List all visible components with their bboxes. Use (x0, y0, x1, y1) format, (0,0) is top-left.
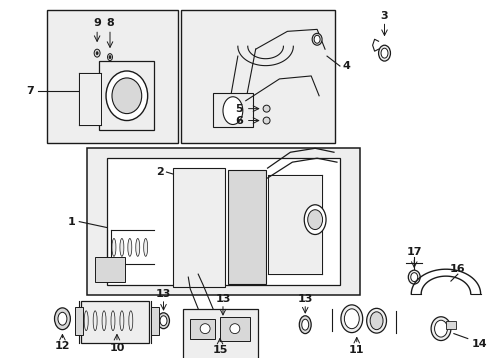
Ellipse shape (229, 324, 239, 334)
Text: 6: 6 (234, 116, 243, 126)
Text: 9: 9 (93, 18, 101, 28)
Bar (99, 61, 153, 130)
Bar (46, 10, 178, 143)
Bar (95, 257, 124, 282)
Ellipse shape (307, 210, 322, 230)
Bar (267, 175, 322, 274)
Text: 17: 17 (406, 247, 421, 257)
Ellipse shape (93, 311, 97, 330)
Bar (213, 93, 252, 127)
Ellipse shape (106, 71, 147, 121)
Ellipse shape (378, 45, 389, 61)
Text: 3: 3 (380, 12, 387, 22)
Ellipse shape (304, 205, 325, 234)
Bar (445, 321, 455, 329)
Bar (227, 170, 265, 284)
Bar (181, 10, 334, 143)
Text: 15: 15 (212, 346, 227, 355)
Ellipse shape (223, 97, 243, 125)
Ellipse shape (430, 317, 450, 341)
Ellipse shape (344, 309, 359, 329)
Ellipse shape (263, 117, 269, 124)
Text: 13: 13 (297, 294, 312, 304)
Bar (190, 319, 215, 338)
Ellipse shape (127, 238, 132, 256)
Ellipse shape (96, 52, 98, 55)
Ellipse shape (136, 238, 140, 256)
Text: 1: 1 (67, 217, 75, 227)
Text: 12: 12 (55, 342, 70, 351)
Ellipse shape (301, 319, 308, 330)
Text: 13: 13 (215, 294, 230, 304)
Ellipse shape (111, 311, 115, 330)
Text: 13: 13 (156, 289, 171, 299)
Bar (183, 309, 257, 360)
Ellipse shape (160, 316, 166, 326)
Ellipse shape (311, 33, 322, 45)
Ellipse shape (299, 316, 310, 334)
Bar (220, 317, 249, 341)
Ellipse shape (107, 54, 112, 60)
Bar (173, 168, 224, 287)
Ellipse shape (143, 238, 147, 256)
Ellipse shape (407, 270, 419, 284)
Text: 4: 4 (342, 61, 350, 71)
Ellipse shape (157, 313, 169, 329)
Bar (75, 307, 83, 334)
Ellipse shape (112, 238, 116, 256)
Ellipse shape (410, 273, 417, 282)
Bar (87, 148, 359, 295)
Bar (150, 307, 158, 334)
Ellipse shape (102, 311, 106, 330)
Text: 7: 7 (26, 86, 34, 96)
Text: 11: 11 (348, 346, 364, 355)
Bar (81, 301, 148, 342)
Text: 8: 8 (106, 18, 114, 28)
Ellipse shape (84, 311, 88, 330)
Ellipse shape (200, 324, 210, 334)
Bar (79, 73, 101, 125)
Text: 14: 14 (471, 338, 487, 348)
Ellipse shape (380, 48, 387, 58)
Bar (107, 158, 339, 285)
Ellipse shape (120, 238, 123, 256)
Ellipse shape (340, 305, 362, 333)
Ellipse shape (366, 308, 386, 333)
Ellipse shape (369, 312, 382, 330)
Ellipse shape (112, 78, 142, 114)
Ellipse shape (263, 105, 269, 112)
Ellipse shape (120, 311, 123, 330)
Text: 2: 2 (156, 167, 163, 177)
Ellipse shape (94, 49, 100, 57)
Text: 5: 5 (235, 104, 243, 114)
Ellipse shape (313, 35, 320, 43)
Ellipse shape (58, 312, 67, 325)
Ellipse shape (109, 56, 111, 59)
Text: 10: 10 (109, 343, 124, 354)
Ellipse shape (54, 308, 70, 330)
Text: 16: 16 (449, 264, 465, 274)
Ellipse shape (128, 311, 133, 330)
Ellipse shape (434, 320, 447, 337)
